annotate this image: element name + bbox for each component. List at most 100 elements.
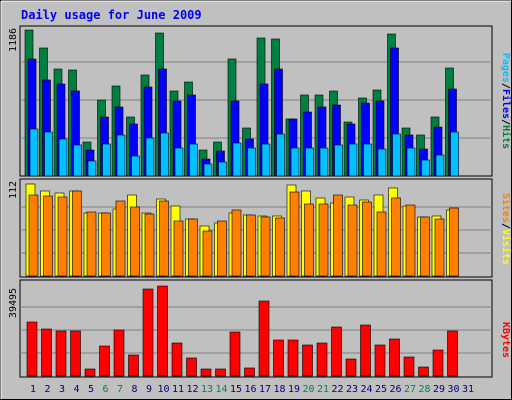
bar-sites-day-7 bbox=[115, 200, 126, 277]
bar-sites-day-18 bbox=[275, 217, 285, 277]
bar-pages-day-20 bbox=[305, 147, 314, 177]
x-tick-label-day-25: 25 bbox=[375, 384, 387, 395]
bar-kbytes-day-26 bbox=[389, 338, 400, 377]
bar-sites-day-12 bbox=[188, 218, 198, 277]
bar-kbytes-day-8 bbox=[128, 354, 139, 377]
x-tick-label-day-14: 14 bbox=[215, 384, 227, 395]
x-tick-label-day-4: 4 bbox=[73, 384, 79, 395]
bar-sites-day-16 bbox=[246, 214, 256, 277]
bar-pages-day-9 bbox=[145, 137, 155, 177]
bar-sites-day-6 bbox=[101, 212, 111, 277]
x-tick-label-day-29: 29 bbox=[433, 384, 445, 395]
bar-kbytes-day-18 bbox=[273, 339, 284, 377]
x-tick-label-day-13: 13 bbox=[201, 384, 213, 395]
legend-label-hits: Hits bbox=[500, 125, 512, 149]
bar-sites-day-8 bbox=[130, 206, 140, 277]
bar-sites-day-17 bbox=[260, 216, 271, 277]
x-tick-label-day-1: 1 bbox=[30, 384, 36, 395]
bar-kbytes-day-19 bbox=[287, 339, 299, 377]
bar-sites-day-29 bbox=[434, 218, 445, 277]
bar-kbytes-day-14 bbox=[215, 368, 226, 377]
x-tick-label-day-24: 24 bbox=[360, 384, 372, 395]
bar-kbytes-day-4 bbox=[70, 330, 81, 377]
bar-kbytes-day-7 bbox=[113, 329, 125, 377]
bar-kbytes-day-27 bbox=[403, 356, 415, 377]
x-tick-label-day-12: 12 bbox=[186, 384, 198, 395]
legend-label-visits: Visits bbox=[500, 229, 512, 265]
bar-sites-day-9 bbox=[144, 213, 155, 277]
bar-kbytes-day-24 bbox=[360, 324, 371, 377]
x-tick-label-day-28: 28 bbox=[418, 384, 430, 395]
bar-pages-day-21 bbox=[319, 147, 329, 177]
bar-kbytes-day-16 bbox=[244, 367, 255, 377]
bar-pages-day-6 bbox=[102, 143, 111, 177]
bar-pages-day-15 bbox=[232, 142, 242, 177]
bar-kbytes-day-30 bbox=[447, 330, 458, 377]
bar-sites-day-1 bbox=[28, 194, 39, 277]
x-tick-label-day-31: 31 bbox=[462, 384, 474, 395]
bar-kbytes-day-25 bbox=[374, 344, 386, 377]
bar-kbytes-day-3 bbox=[55, 330, 67, 377]
x-tick-label-day-18: 18 bbox=[273, 384, 285, 395]
y-max-label-kbytes: 39495 bbox=[8, 288, 19, 318]
bar-kbytes-day-9 bbox=[142, 288, 154, 377]
bar-kbytes-day-5 bbox=[84, 368, 96, 377]
legend-hits-files-pages: Pages/Files/Hits bbox=[500, 53, 512, 149]
bar-sites-day-10 bbox=[159, 200, 169, 277]
legend-label-pages: Pages bbox=[500, 53, 511, 83]
bar-kbytes-day-10 bbox=[157, 285, 168, 377]
bar-sites-day-5 bbox=[86, 211, 97, 277]
legend-separator: / bbox=[500, 223, 511, 229]
bar-sites-day-26 bbox=[391, 197, 401, 277]
bar-sites-day-25 bbox=[376, 211, 387, 277]
x-tick-label-day-20: 20 bbox=[302, 384, 314, 395]
x-tick-label-day-10: 10 bbox=[157, 384, 169, 395]
x-tick-label-day-23: 23 bbox=[346, 384, 358, 395]
bar-pages-day-30 bbox=[450, 131, 459, 177]
x-tick-label-day-16: 16 bbox=[244, 384, 256, 395]
legend-separator: / bbox=[500, 83, 511, 89]
bar-pages-day-23 bbox=[348, 143, 358, 177]
bar-sites-day-14 bbox=[217, 220, 227, 277]
bar-kbytes-day-11 bbox=[171, 342, 183, 377]
bar-pages-day-5 bbox=[87, 160, 97, 177]
x-tick-label-day-5: 5 bbox=[88, 384, 94, 395]
bar-kbytes-day-1 bbox=[26, 321, 38, 377]
y-max-label-visits-sites: 112 bbox=[8, 181, 19, 199]
bar-sites-day-21 bbox=[318, 203, 329, 277]
bar-pages-day-17 bbox=[261, 143, 271, 177]
legend-label-kbytes: KBytes bbox=[500, 322, 511, 358]
legend-label-files: Files bbox=[500, 89, 512, 119]
bar-pages-day-14 bbox=[218, 161, 227, 177]
bar-sites-day-28 bbox=[420, 216, 430, 277]
bar-pages-day-8 bbox=[131, 155, 140, 177]
legend-label-sites: Sites bbox=[500, 193, 512, 223]
x-tick-label-day-11: 11 bbox=[172, 384, 184, 395]
bar-kbytes-day-17 bbox=[258, 300, 270, 377]
bar-pages-day-25 bbox=[377, 148, 387, 177]
bar-pages-day-4 bbox=[73, 144, 82, 177]
bar-kbytes-day-12 bbox=[186, 357, 197, 377]
bar-sites-day-11 bbox=[173, 220, 184, 277]
bar-pages-day-1 bbox=[29, 128, 39, 177]
bar-pages-day-10 bbox=[160, 132, 169, 177]
bar-pages-day-3 bbox=[58, 138, 68, 177]
label-layer: 1186Pages/Files/Hits112Sites/Visits39495… bbox=[8, 28, 512, 395]
x-tick-label-day-2: 2 bbox=[44, 384, 50, 395]
bar-pages-day-18 bbox=[276, 133, 285, 177]
chart-title: Daily usage for June 2009 bbox=[21, 8, 202, 22]
x-tick-label-day-19: 19 bbox=[288, 384, 300, 395]
x-tick-label-day-30: 30 bbox=[447, 384, 459, 395]
x-tick-label-day-27: 27 bbox=[404, 384, 416, 395]
bar-sites-day-27 bbox=[405, 204, 416, 277]
bar-pages-day-12 bbox=[189, 143, 198, 177]
bar-kbytes-day-29 bbox=[432, 349, 444, 377]
bar-kbytes-day-20 bbox=[302, 344, 313, 377]
x-tick-label-day-17: 17 bbox=[259, 384, 271, 395]
bar-layer bbox=[24, 29, 459, 377]
bar-kbytes-day-6 bbox=[99, 345, 110, 377]
bar-pages-day-16 bbox=[247, 147, 256, 177]
bar-pages-day-28 bbox=[421, 159, 430, 177]
